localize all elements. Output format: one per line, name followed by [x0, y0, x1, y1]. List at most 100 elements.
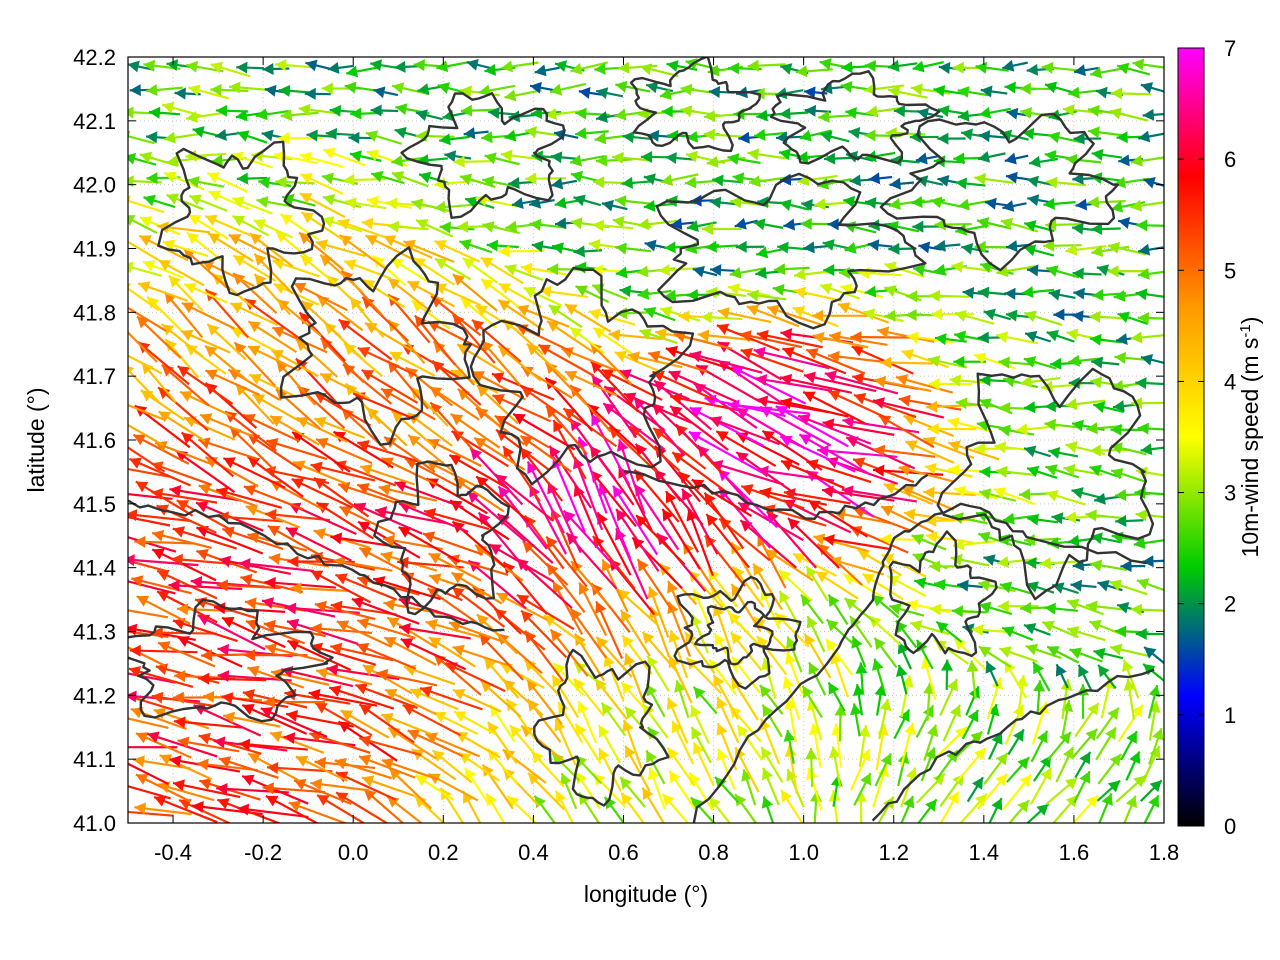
- wind-arrow-head: [824, 370, 837, 383]
- wind-arrow-head: [979, 488, 992, 501]
- wind-arrow-head: [658, 264, 671, 277]
- wind-arrow: [873, 444, 936, 458]
- wind-arrow-head: [706, 155, 719, 168]
- wind-arrow-head: [1006, 240, 1018, 253]
- wind-arrow: [1097, 753, 1122, 785]
- wind-arrow-head: [1046, 265, 1059, 277]
- wind-arrow: [198, 483, 256, 507]
- wind-arrow-head: [806, 348, 819, 360]
- wind-arrow-head: [128, 623, 138, 636]
- wind-arrow-head: [686, 130, 699, 143]
- wind-arrow-shaft: [315, 501, 375, 540]
- wind-arrow: [812, 309, 869, 322]
- wind-arrow-shaft: [634, 443, 682, 502]
- wind-arrow: [344, 197, 387, 210]
- wind-arrow-head: [484, 152, 497, 165]
- wind-arrow-head: [978, 579, 991, 592]
- wind-arrow-head: [335, 573, 348, 585]
- wind-arrow: [614, 195, 652, 208]
- wind-arrow: [389, 351, 436, 377]
- wind-arrow-shaft: [128, 287, 160, 312]
- wind-arrow: [1109, 107, 1148, 122]
- wind-arrow: [761, 704, 783, 738]
- wind-arrow: [384, 688, 437, 716]
- wind-arrow-shaft: [401, 572, 463, 602]
- wind-arrow-head: [967, 709, 979, 723]
- wind-arrow: [551, 674, 579, 719]
- wind-arrow-head: [264, 643, 277, 655]
- wind-arrow: [621, 176, 652, 189]
- wind-arrow-head: [552, 674, 564, 688]
- wind-arrow-head: [736, 408, 749, 419]
- wind-arrow: [735, 407, 806, 450]
- wind-arrow-head: [1071, 487, 1084, 499]
- wind-arrow: [148, 106, 180, 119]
- wind-arrow-head: [321, 82, 333, 95]
- wind-arrow-head: [330, 532, 343, 545]
- wind-arrow-shaft: [615, 527, 649, 600]
- wind-arrow-head: [1135, 627, 1147, 640]
- wind-arrow-head: [709, 796, 721, 810]
- wind-arrow: [1068, 86, 1103, 99]
- wind-arrow-head: [1093, 401, 1106, 414]
- wind-arrow: [534, 64, 560, 77]
- wind-arrow: [185, 110, 227, 123]
- wind-arrow-shaft: [466, 490, 527, 543]
- wind-arrow-shaft: [247, 455, 304, 498]
- wind-arrow-head: [392, 82, 405, 95]
- wind-arrow-head: [806, 566, 818, 579]
- wind-arrow-head: [186, 60, 199, 73]
- wind-arrow-head: [1135, 377, 1147, 390]
- wind-arrow: [134, 802, 192, 816]
- wind-arrow: [445, 662, 506, 693]
- wind-arrow-head: [621, 176, 633, 189]
- wind-arrow-shaft: [398, 598, 469, 623]
- wind-arrow-head: [716, 748, 728, 762]
- wind-arrow: [818, 110, 855, 123]
- wind-arrow: [263, 695, 325, 708]
- wind-arrow: [265, 438, 328, 461]
- wind-arrow-head: [846, 436, 859, 448]
- terrain-contour: [879, 112, 1119, 272]
- wind-arrow-head: [1046, 330, 1059, 342]
- wind-arrow-head: [954, 330, 967, 343]
- wind-arrow: [308, 688, 378, 707]
- wind-arrow: [645, 683, 666, 718]
- wind-arrow-head: [782, 676, 795, 690]
- wind-arrow: [730, 631, 763, 672]
- wind-arrow: [543, 614, 587, 647]
- wind-arrow: [1002, 512, 1037, 525]
- wind-arrow: [222, 711, 281, 728]
- wind-arrow: [338, 318, 393, 361]
- wind-arrow-head: [798, 414, 811, 426]
- wind-arrow-head: [570, 154, 583, 167]
- wind-arrow-head: [787, 518, 801, 531]
- wind-arrow: [359, 464, 415, 486]
- wind-arrow-head: [977, 331, 989, 344]
- wind-arrow-head: [837, 302, 851, 314]
- wind-arrow: [853, 772, 872, 806]
- wind-arrow: [452, 273, 498, 312]
- wind-arrow: [575, 771, 601, 810]
- wind-arrow: [827, 390, 889, 420]
- wind-arrow: [822, 239, 852, 251]
- wind-arrow-head: [930, 196, 943, 209]
- wind-arrow-head: [1073, 132, 1085, 145]
- wind-arrow-head: [971, 777, 983, 790]
- wind-arrow-head: [848, 127, 861, 139]
- wind-arrow: [509, 724, 542, 763]
- wind-arrow-head: [508, 177, 520, 190]
- wind-arrow-head: [1089, 444, 1101, 457]
- wind-arrow-head: [570, 385, 582, 398]
- wind-arrow: [1046, 330, 1075, 343]
- wind-arrow-head: [888, 86, 901, 98]
- wind-arrow: [1004, 152, 1029, 165]
- wind-arrow-head: [158, 387, 171, 400]
- x-tick-label: 0.6: [608, 840, 639, 865]
- wind-arrow: [1066, 598, 1104, 616]
- wind-arrow-head: [756, 395, 769, 408]
- wind-arrow: [983, 308, 1012, 321]
- wind-arrow-head: [979, 601, 992, 614]
- wind-arrow-head: [547, 263, 559, 276]
- wind-arrow-head: [801, 594, 813, 607]
